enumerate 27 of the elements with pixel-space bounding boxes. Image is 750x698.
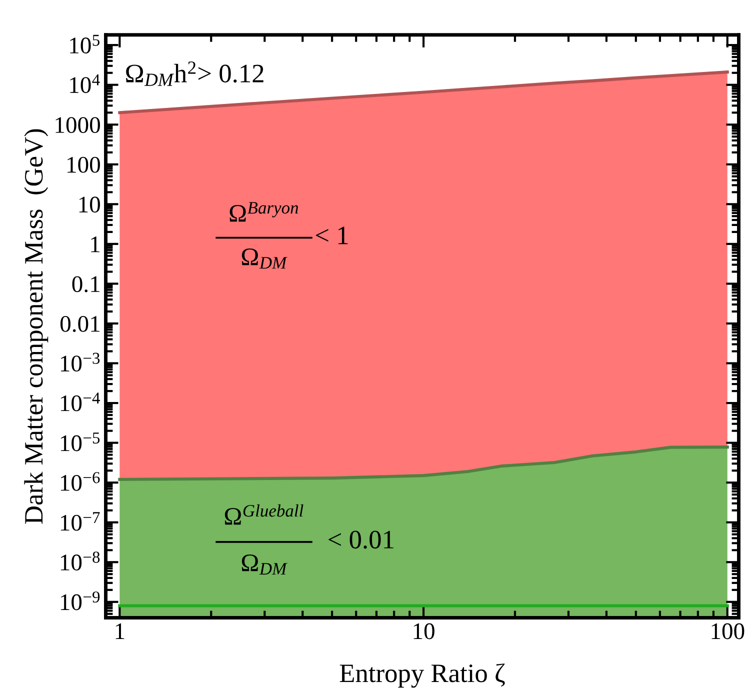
x-tick-label: 1 xyxy=(116,623,124,639)
x-tick-label: 10 xyxy=(414,623,434,640)
y-tick-label: 1 xyxy=(91,236,100,252)
annotation: < 1 xyxy=(316,226,348,244)
y-tick-label: 10$^{−5}$ xyxy=(60,432,100,452)
annotation: Ω$_{DM}$ xyxy=(242,554,288,575)
y-tick-label: 10$^{−7}$ xyxy=(60,512,100,531)
y-tick-label: 10$^{4}$ xyxy=(70,74,100,94)
y-tick-label: 10$^{−6}$ xyxy=(60,472,100,491)
y-tick-label: 0.01 xyxy=(60,316,100,332)
y-tick-label: 10$^{−3}$ xyxy=(60,352,100,372)
annotation: Ω$_{DM}$ xyxy=(242,248,288,269)
y-tick-label: 0.1 xyxy=(72,276,100,292)
y-tick-label: 100 xyxy=(68,156,100,173)
y-tick-label: 10$^{5}$ xyxy=(70,34,100,54)
annotation: Ω$_{DM}$h$^{2}$> 0.12 xyxy=(126,62,264,86)
annotation: Ω$^{Glueball}$ xyxy=(224,504,304,525)
annotation: Ω$^{Baryon}$ xyxy=(230,202,298,222)
x-axis-title: Entropy Ratio ζ xyxy=(340,663,505,688)
y-tick-label: 10$^{−4}$ xyxy=(60,392,100,412)
y-tick-label: 1000 xyxy=(56,117,100,134)
y-tick-label: 10$^{−8}$ xyxy=(60,552,100,570)
y-tick-label: 10 xyxy=(79,196,100,213)
x-tick-label: 100 xyxy=(712,623,744,640)
y-tick-label: 10$^{−9}$ xyxy=(60,591,100,610)
annotation: < 0.01 xyxy=(328,530,394,549)
y-axis-title: Dark Matter component Mass (GeV) xyxy=(24,129,48,524)
